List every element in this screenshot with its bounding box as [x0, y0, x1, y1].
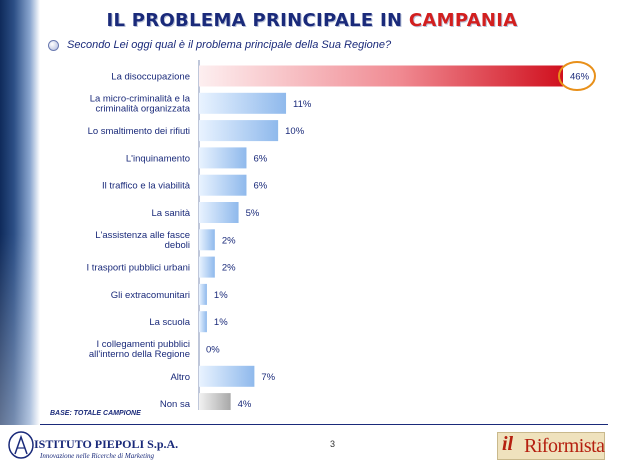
category-label-3: L'inquinamento — [126, 153, 190, 164]
title-region: CAMPANIA — [408, 10, 518, 31]
value-label-1: 11% — [293, 99, 312, 110]
riformista-name: Riformista — [524, 435, 605, 457]
category-label-1: La micro-criminalità e la criminalità org… — [90, 93, 191, 114]
value-label-11: 7% — [261, 372, 275, 383]
piepoli-name: ISTITUTO PIEPOLI S.p.A. — [34, 437, 179, 451]
page-number: 3 — [330, 439, 336, 449]
category-label-2: Lo smaltimento dei rifiuti — [88, 126, 190, 137]
footer-divider — [40, 424, 608, 425]
value-label-4: 6% — [253, 181, 267, 192]
bar-3 — [199, 147, 247, 169]
bar-0 — [199, 65, 563, 87]
value-label-12: 4% — [238, 399, 252, 410]
category-label-11: Altro — [170, 372, 190, 383]
piepoli-emblem-icon — [8, 431, 34, 459]
question-text: Secondo Lei oggi qual è il problema prin… — [67, 39, 392, 51]
bar-6 — [199, 229, 215, 251]
bar-4 — [199, 174, 247, 196]
bar-7 — [199, 256, 215, 278]
category-label-9: La scuola — [149, 317, 190, 328]
bullet-icon — [48, 39, 59, 51]
category-label-0: La disoccupazione — [111, 72, 190, 83]
category-label-10: I collegamenti pubblici all'interno della… — [89, 339, 190, 360]
bar-8 — [199, 283, 207, 305]
category-label-8: Gli extracomunitari — [111, 290, 190, 301]
bar-5 — [199, 202, 239, 223]
category-label-7: I trasporti pubblici urbani — [87, 263, 191, 274]
value-label-10: 0% — [206, 345, 220, 356]
category-label-4: Il traffico e la viabilità — [102, 181, 191, 192]
bar-chart: La disoccupazione 46% La micro-criminalità… — [87, 60, 596, 410]
category-label-5: La sanità — [151, 208, 190, 219]
value-label-3: 6% — [253, 153, 267, 164]
istituto-piepoli-logo: ISTITUTO PIEPOLI S.p.A. Innovazione nell… — [6, 428, 179, 464]
bar-11 — [199, 365, 255, 387]
value-label-9: 1% — [214, 317, 228, 328]
highlight-circle — [558, 61, 596, 91]
value-label-2: 10% — [285, 126, 305, 137]
bar-1 — [199, 92, 287, 114]
title-text: IL PROBLEMA PRINCIPALE IN — [106, 10, 409, 31]
page-title: IL PROBLEMA PRINCIPALE IN CAMPANIA — [0, 10, 624, 31]
value-label-8: 1% — [214, 290, 228, 301]
il-riformista-logo: il Riformista — [497, 432, 605, 460]
value-label-5: 5% — [246, 208, 260, 219]
bar-2 — [199, 120, 279, 142]
base-note: BASE: TOTALE CAMPIONE — [50, 410, 141, 417]
side-gradient-band — [0, 0, 40, 425]
piepoli-tagline: Innovazione nelle Ricerche di Marketing — [40, 452, 155, 460]
bar-12 — [199, 393, 231, 410]
question-line: Secondo Lei oggi qual è il problema prin… — [48, 39, 391, 51]
bar-9 — [199, 311, 207, 333]
value-label-7: 2% — [222, 263, 236, 274]
category-label-12: Non sa — [160, 399, 191, 410]
value-label-6: 2% — [222, 235, 236, 246]
value-label-0: 46% — [570, 72, 590, 83]
riformista-il: il — [502, 433, 514, 455]
category-label-6: L'assistenza alle fasce deboli — [95, 230, 190, 251]
